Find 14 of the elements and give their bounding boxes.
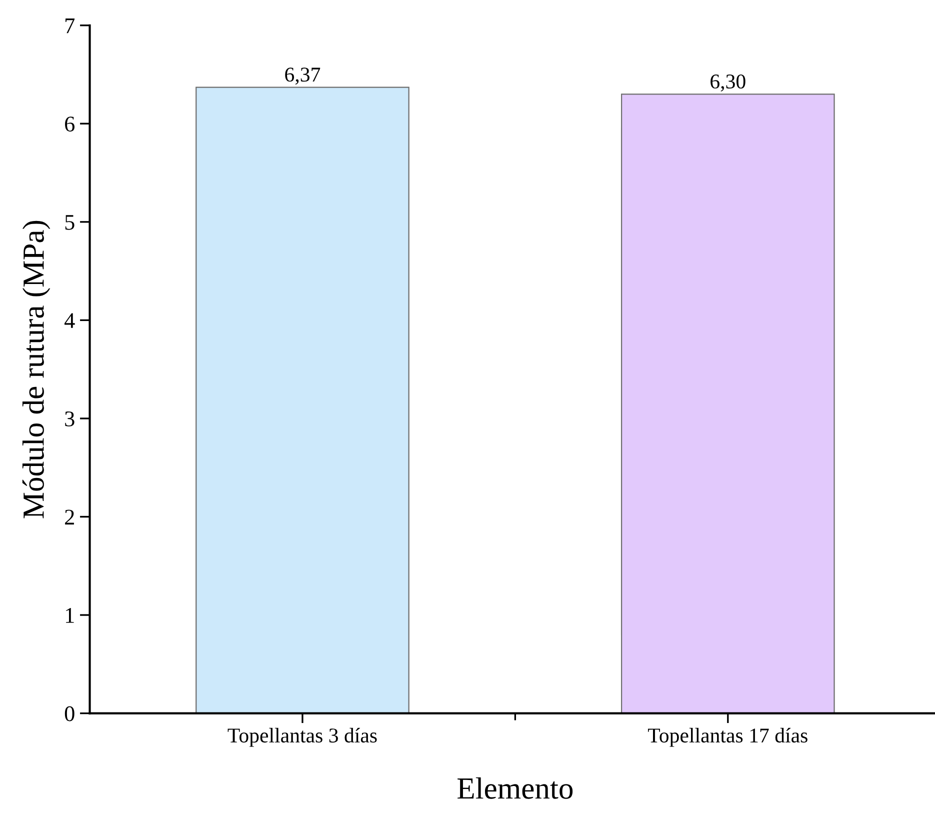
x-tick-label: Topellantas 3 días [228,728,377,747]
y-tick-label: 5 [65,215,74,230]
y-tick-label: 3 [65,411,74,426]
x-axis-title: Elemento [458,777,573,799]
data-label: 6,30 [710,74,746,92]
y-axis-title: Módulo de rutura (MPa) [22,220,50,518]
x-tick-label: Topellantas 17 días [648,728,808,747]
data-label: 6,37 [285,68,320,85]
y-tick-label: 4 [64,313,75,328]
y-tick-label: 0 [64,706,74,722]
y-tick-label: 1 [66,608,74,623]
y-tick-label: 2 [65,510,74,524]
y-tick-label: 6 [65,116,75,132]
y-tick-label: 7 [66,18,75,34]
